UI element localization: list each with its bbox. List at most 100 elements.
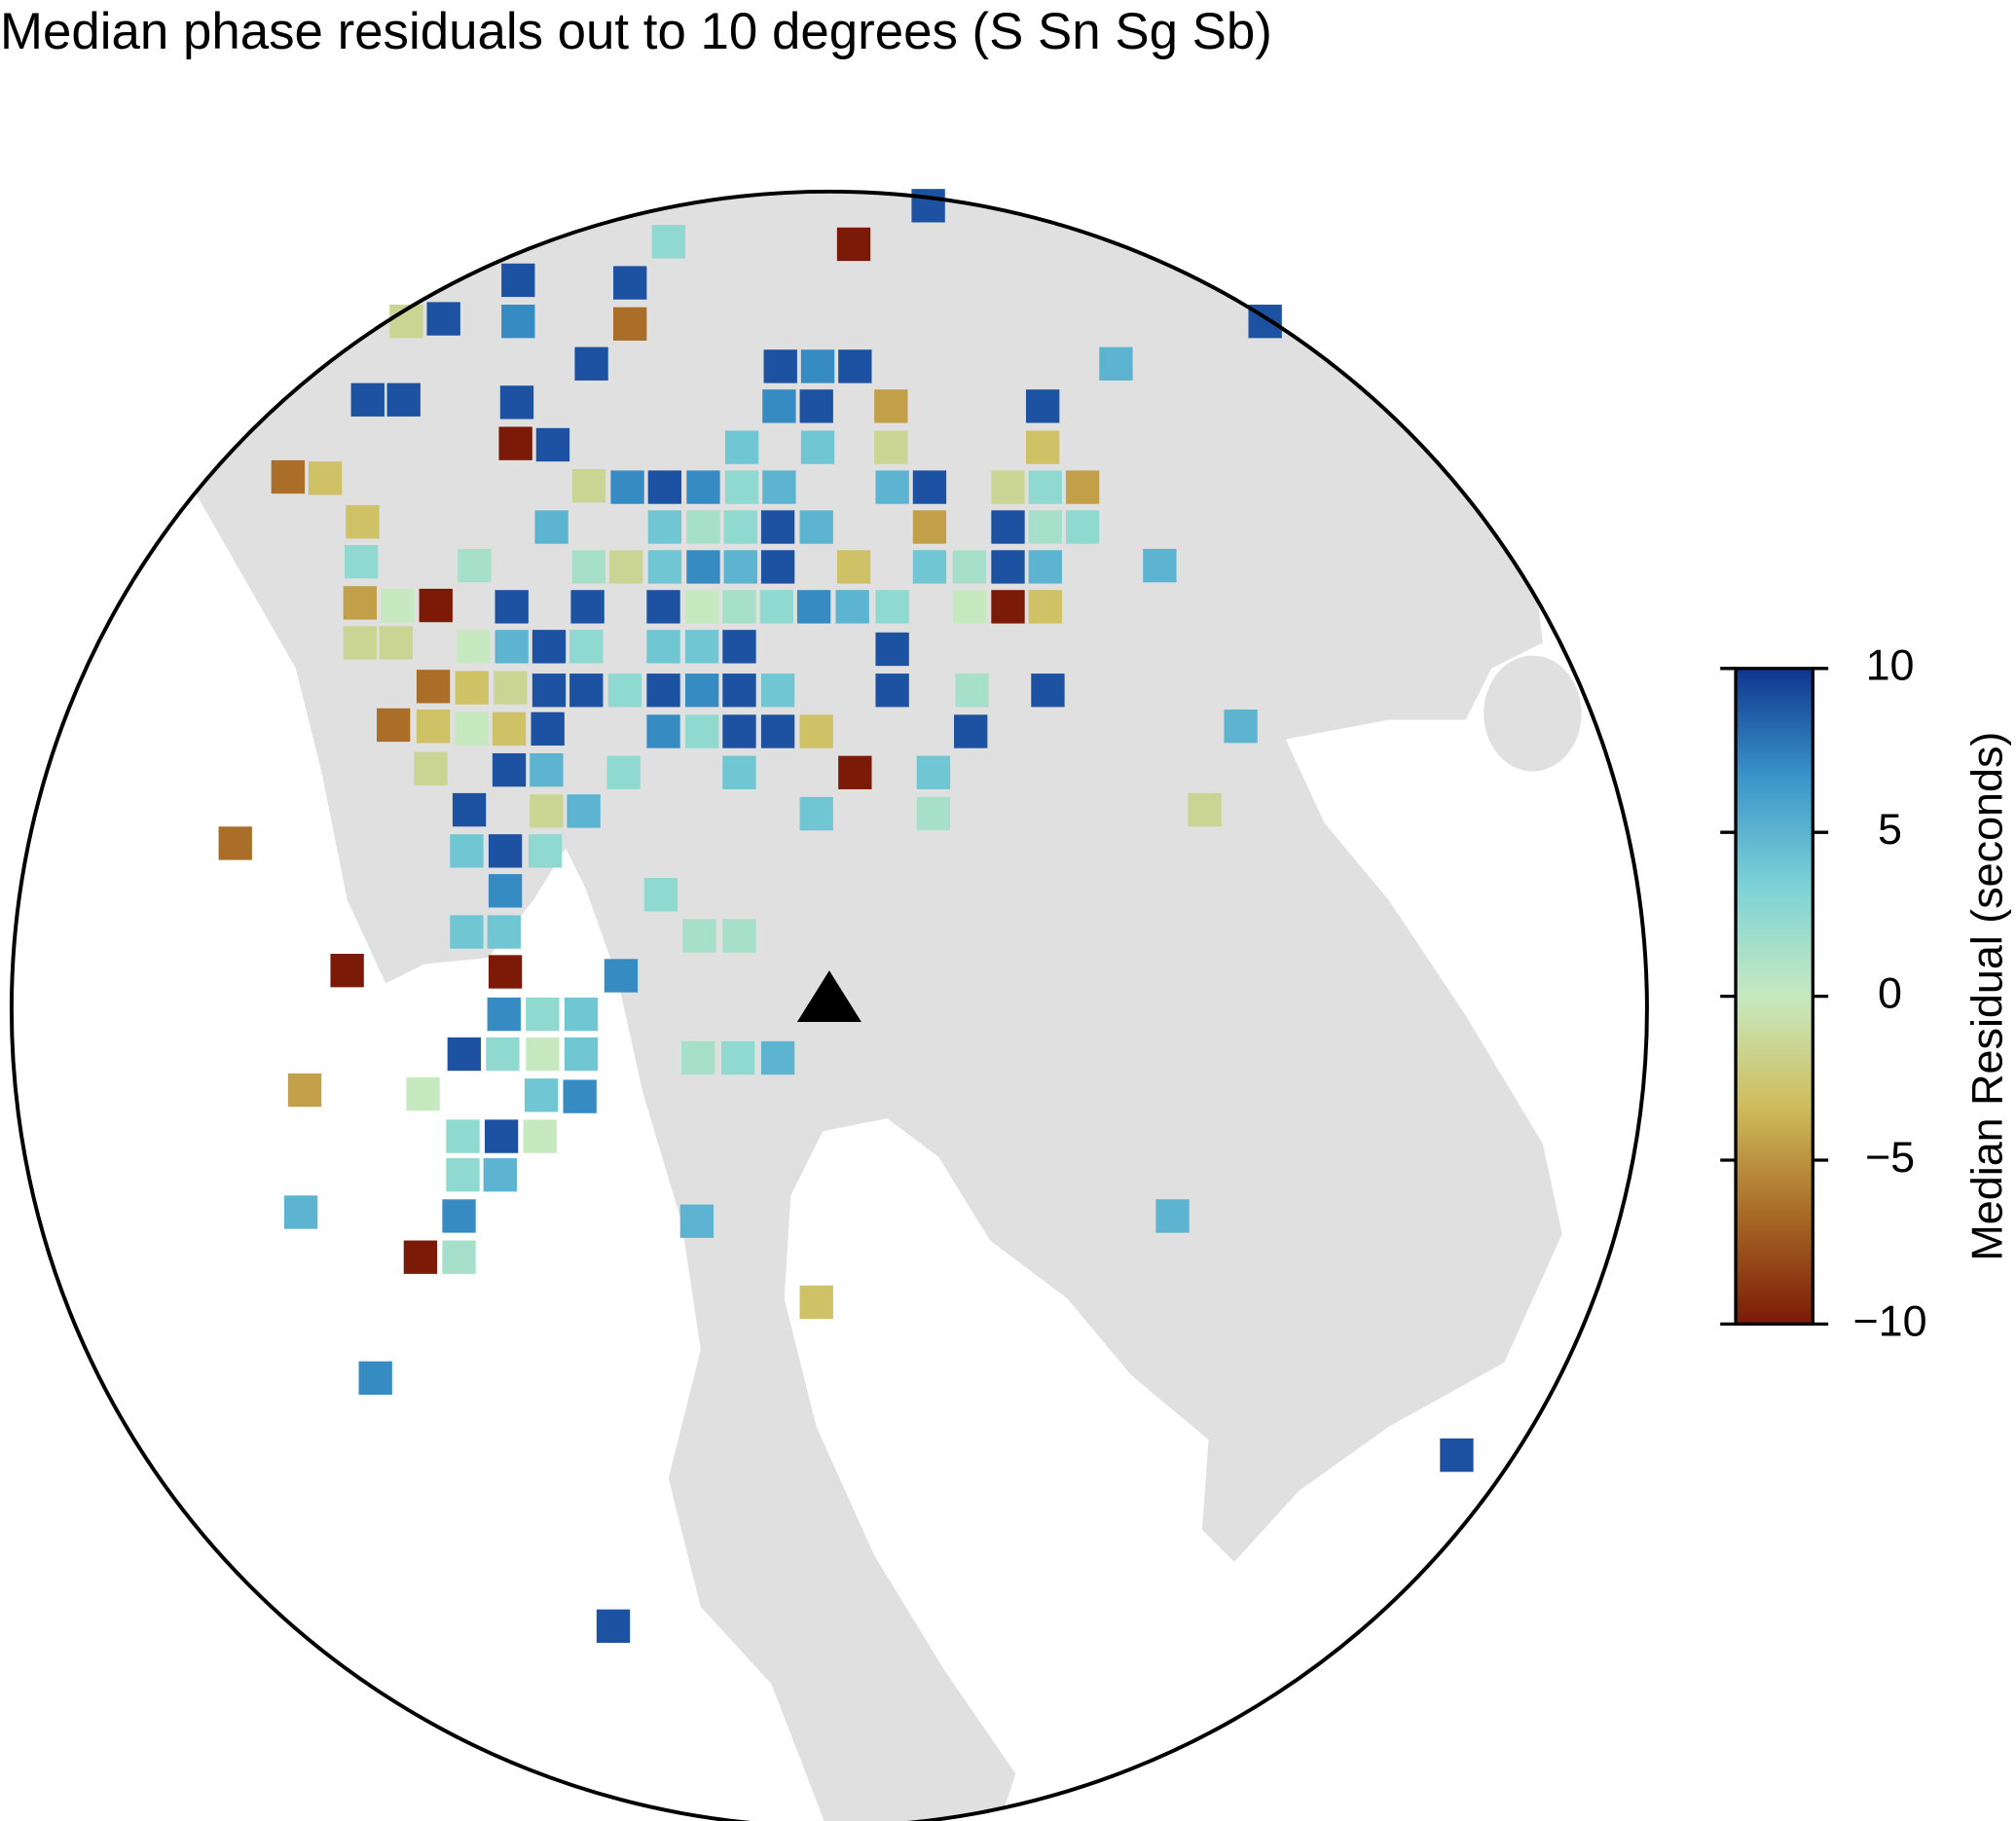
colorbar-tick-label: −10: [1852, 1295, 1926, 1345]
residual-cell: [570, 590, 605, 624]
residual-cell: [486, 1037, 520, 1072]
residual-cell: [1025, 430, 1060, 464]
land-mass: [193, 191, 1562, 1821]
residual-cell: [763, 349, 797, 383]
residual-cell: [643, 878, 678, 912]
residual-cell: [501, 305, 535, 339]
residual-cell: [647, 550, 682, 584]
residual-cell: [531, 674, 567, 708]
residual-cell: [609, 550, 643, 584]
residual-cell: [838, 755, 872, 789]
residual-cell: [526, 997, 560, 1032]
residual-cell: [535, 427, 570, 462]
residual-cell: [218, 826, 252, 860]
residual-cell: [916, 796, 951, 831]
residual-cell: [416, 710, 451, 744]
residual-cell: [343, 586, 378, 620]
residual-cell: [875, 674, 909, 708]
residual-cell: [759, 590, 793, 624]
residual-cell: [760, 674, 795, 708]
residual-cell: [416, 670, 451, 704]
residual-cell: [379, 626, 413, 660]
residual-cell: [426, 302, 460, 336]
residual-cell: [796, 590, 831, 624]
residual-cell: [596, 1609, 631, 1643]
residual-cell: [610, 470, 644, 504]
residual-cell: [912, 510, 947, 544]
residual-cell: [523, 1119, 557, 1153]
residual-cell: [452, 792, 487, 827]
residual-cell: [458, 548, 492, 583]
residual-cell: [488, 874, 523, 908]
residual-cell: [346, 505, 380, 539]
residual-cell: [1155, 1199, 1190, 1233]
residual-cell: [606, 755, 641, 789]
residual-cell: [686, 510, 720, 544]
residual-cell: [836, 227, 871, 262]
residual-cell: [450, 915, 484, 949]
residual-cell: [501, 263, 535, 298]
residual-cell: [567, 794, 601, 828]
residual-cell: [874, 430, 908, 464]
residual-cell: [309, 461, 343, 495]
residual-cell: [760, 714, 795, 748]
residual-cell: [330, 954, 364, 988]
residual-cell: [760, 550, 795, 584]
residual-cell: [564, 1037, 599, 1072]
residual-cell: [684, 714, 719, 748]
residual-cell: [723, 550, 757, 584]
residual-cell: [1065, 470, 1100, 504]
residual-cell: [646, 714, 680, 748]
residual-cell: [760, 1040, 795, 1075]
residual-cell: [456, 630, 491, 664]
residual-cell: [647, 510, 682, 544]
residual-cell: [722, 630, 756, 664]
map-border: [10, 190, 1649, 1821]
residual-cell: [684, 590, 719, 624]
residual-cell: [646, 630, 680, 664]
island: [1484, 655, 1582, 772]
residual-cell: [607, 674, 642, 708]
residual-cell: [528, 834, 563, 868]
residual-cell: [271, 459, 306, 494]
residual-cell: [836, 550, 871, 584]
residual-cell: [380, 588, 415, 623]
residual-cell: [1025, 389, 1060, 423]
residual-cell: [911, 189, 945, 223]
residual-cell: [492, 711, 527, 747]
residual-cell: [679, 1204, 715, 1238]
residual-cell: [613, 307, 647, 342]
residual-cell: [762, 389, 796, 423]
residual-cell: [1028, 510, 1062, 544]
residual-cell: [455, 671, 489, 705]
residual-cell: [530, 794, 564, 828]
residual-cell: [447, 1037, 481, 1072]
residual-cell: [799, 796, 833, 831]
residual-cell: [442, 1240, 476, 1274]
residual-cell: [800, 349, 835, 383]
residual-cell: [722, 714, 756, 748]
residual-cell: [799, 714, 833, 748]
residual-cell: [991, 590, 1025, 624]
residual-cell: [912, 550, 947, 584]
residual-cell: [1099, 346, 1133, 381]
residual-cell: [350, 382, 385, 417]
residual-cell: [283, 1195, 318, 1229]
residual-cell: [1028, 590, 1062, 624]
residual-cell: [446, 1158, 480, 1192]
residual-cell: [406, 1076, 440, 1111]
residual-cell: [403, 1240, 438, 1274]
residual-cell: [613, 266, 647, 300]
colorbar-label: Median Residual (seconds): [1961, 732, 2011, 1261]
residual-cell: [498, 426, 532, 460]
residual-cell: [487, 915, 521, 949]
residual-cell: [720, 1040, 755, 1075]
residual-cell: [419, 588, 453, 623]
residual-cell: [488, 955, 523, 989]
residual-cell: [647, 470, 682, 504]
residual-cell: [1188, 792, 1222, 827]
residual-cell: [495, 590, 529, 624]
residual-cell: [875, 632, 909, 667]
residual-cell: [1065, 510, 1100, 544]
residual-cell: [875, 470, 909, 504]
